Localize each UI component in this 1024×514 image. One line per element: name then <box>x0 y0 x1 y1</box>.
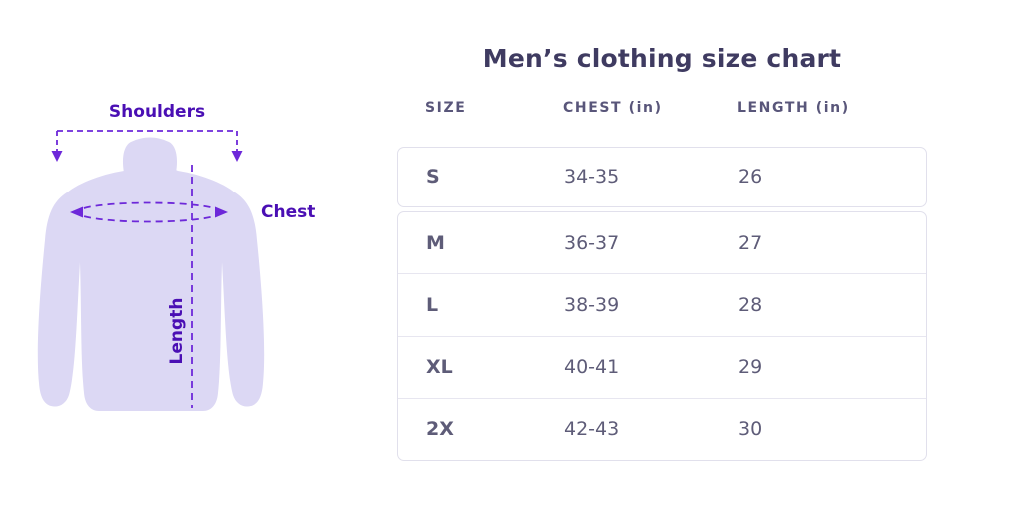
chart-title: Men’s clothing size chart <box>482 44 842 73</box>
cell-size: S <box>426 166 440 188</box>
table-row: XL 40-41 29 <box>398 335 926 398</box>
cell-length: 30 <box>738 418 763 441</box>
header-size: SIZE <box>425 100 467 116</box>
table-header-row: SIZE CHEST (in) LENGTH (in) <box>397 100 927 120</box>
arrow-right-icon <box>215 206 228 218</box>
cell-size: XL <box>426 356 453 379</box>
cell-chest: 42-43 <box>564 418 620 441</box>
cell-length: 29 <box>738 356 763 379</box>
cell-chest: 40-41 <box>564 356 620 379</box>
cell-size: M <box>426 231 445 254</box>
shirt-diagram <box>37 130 265 411</box>
table-row: S 34-35 26 <box>398 148 926 206</box>
arrow-left-icon <box>70 206 83 218</box>
size-table-box-rest: M 36-37 27 L 38-39 28 XL 40-41 29 2X 42-… <box>397 211 927 461</box>
length-label: Length <box>167 297 187 365</box>
header-chest: CHEST (in) <box>563 100 663 116</box>
cell-length: 28 <box>738 293 763 316</box>
header-length: LENGTH (in) <box>737 100 850 116</box>
cell-chest: 34-35 <box>564 166 620 188</box>
chest-label: Chest <box>261 202 316 222</box>
arrow-down-left-icon <box>51 151 63 162</box>
size-table-box-first: S 34-35 26 <box>397 147 927 207</box>
shoulders-label: Shoulders <box>108 102 206 122</box>
cell-size: 2X <box>426 418 454 441</box>
shirt-shape <box>37 137 265 411</box>
cell-chest: 38-39 <box>564 293 620 316</box>
table-row: L 38-39 28 <box>398 273 926 335</box>
annotation-arrowheads <box>51 151 243 218</box>
cell-length: 27 <box>738 231 763 254</box>
table-row: M 36-37 27 <box>398 212 926 273</box>
table-row: 2X 42-43 30 <box>398 397 926 460</box>
cell-chest: 36-37 <box>564 231 620 254</box>
cell-size: L <box>426 293 439 316</box>
arrow-down-right-icon <box>231 151 243 162</box>
cell-length: 26 <box>738 166 763 188</box>
